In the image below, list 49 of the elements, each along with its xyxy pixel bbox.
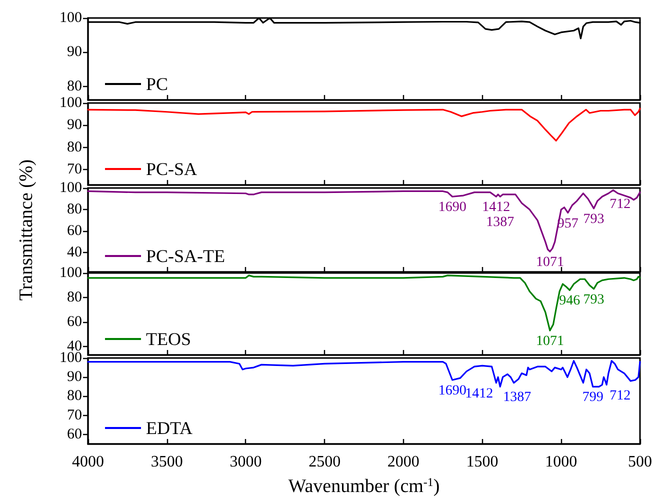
line-series (87, 274, 641, 332)
annotation: 1071 (536, 255, 564, 270)
annotation: 1412 (482, 200, 510, 216)
annotation: 793 (583, 212, 604, 227)
x-tick-label: 3000 (230, 454, 262, 470)
y-tick-label: 90 (67, 117, 82, 134)
annotation: 1690 (438, 200, 466, 216)
y-tick-label: 70 (67, 161, 82, 178)
annotation: 793 (583, 292, 604, 308)
y-tick-label: 80 (67, 78, 82, 94)
y-tick-label: 90 (67, 369, 82, 386)
x-tick-label: 1000 (545, 454, 578, 470)
y-axis-title: Transmittance (%) (16, 159, 37, 301)
legend-label: TEOS (146, 329, 191, 349)
annotation: 1387 (486, 215, 514, 230)
y-tick-label: 90 (67, 44, 82, 60)
annotation: 712 (610, 388, 631, 404)
x-tick-label: 3500 (150, 454, 183, 470)
y-tick-label: 60 (67, 314, 82, 330)
x-tick-label: 4000 (72, 454, 104, 470)
legend-label: EDTA (146, 418, 193, 438)
legend-label: PC (146, 74, 168, 94)
annotation: 799 (582, 390, 604, 406)
y-tick-label: 100 (60, 10, 82, 26)
x-tick-label: 2000 (387, 454, 420, 470)
annotation: 946 (559, 294, 580, 309)
y-tick-label: 80 (67, 388, 82, 404)
y-tick-label: 40 (67, 244, 82, 261)
y-tick-label: 80 (67, 139, 82, 156)
legend-label: PC-SA-TE (146, 246, 226, 266)
y-tick-label: 80 (67, 289, 82, 306)
y-tick-label: 100 (60, 95, 82, 111)
x-tick-label: 1500 (466, 454, 498, 470)
annotation: 712 (610, 196, 631, 212)
annotation: 1412 (465, 386, 494, 402)
y-tick-label: 60 (67, 223, 82, 240)
x-tick-label: 2500 (308, 454, 341, 470)
annotation: 1690 (438, 383, 466, 398)
y-tick-label: 100 (60, 350, 82, 366)
legend-label: PC-SA (146, 159, 198, 179)
x-tick-label: 500 (628, 454, 652, 470)
annotation: 1387 (503, 390, 532, 406)
y-tick-label: 100 (60, 180, 82, 196)
annotation: 1071 (536, 334, 564, 350)
y-tick-label: 100 (60, 265, 82, 281)
line-series (87, 108, 641, 142)
y-tick-label: 70 (67, 407, 82, 424)
y-tick-label: 80 (67, 202, 82, 218)
y-tick-label: 60 (67, 426, 82, 442)
